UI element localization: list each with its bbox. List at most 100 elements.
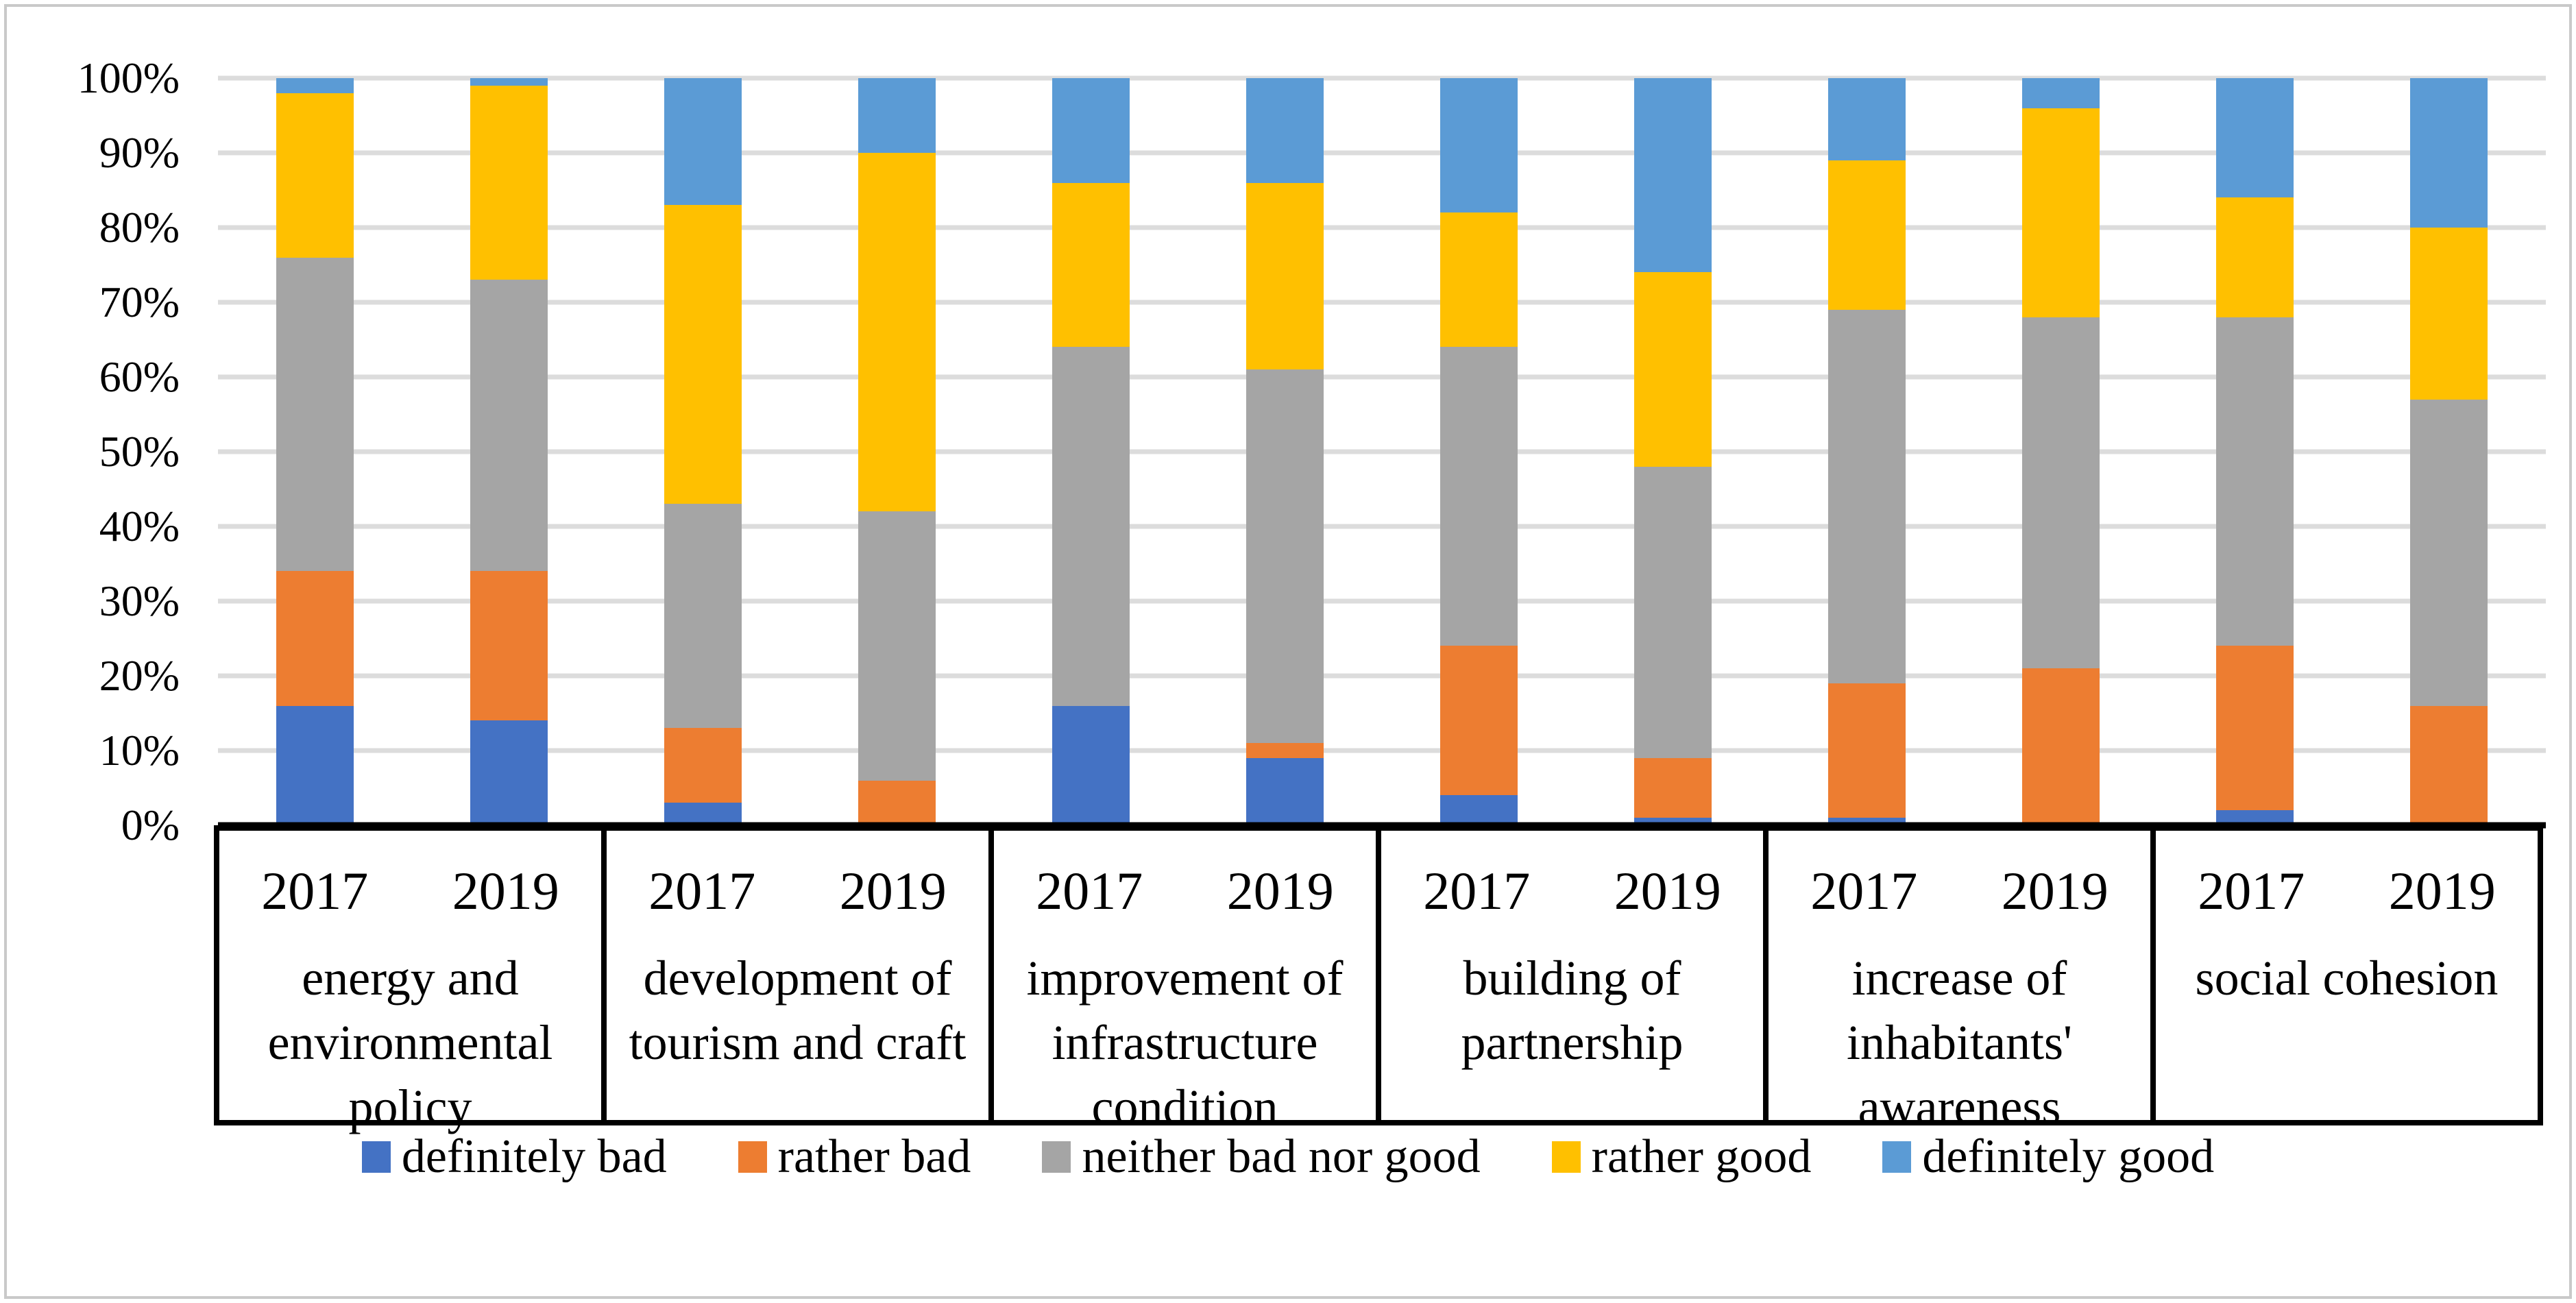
bar-group-social-cohesion: [2158, 78, 2546, 825]
gridline: [218, 75, 2546, 81]
bar-segment-rather-good: [1052, 182, 1130, 348]
legend-item-neither-bad-nor-good: neither bad nor good: [1042, 1130, 1481, 1183]
bar-2019-building-of-partnership: [1634, 78, 1712, 825]
bar-segment-definitely-good: [1828, 78, 1906, 160]
year-labels: 2017 2019: [2156, 864, 2538, 918]
category-label: energy and environmental policy: [267, 951, 553, 1134]
year-label: 2019: [1614, 861, 1721, 921]
gridline: [218, 673, 2546, 679]
year-labels: 2017 2019: [607, 864, 988, 918]
category-label: improvement of infrastructure condition: [1026, 951, 1344, 1134]
gridline: [218, 150, 2546, 156]
category-cell-energy-and-environmental-policy: 2017 2019 energy and environmental policy: [219, 831, 601, 1135]
legend-label: rather good: [1591, 1130, 1812, 1183]
year-label: 2019: [2001, 861, 2109, 921]
gridline: [218, 374, 2546, 380]
y-axis-tick-label: 10%: [99, 726, 180, 775]
bar-segment-definitely-good: [664, 78, 742, 206]
gridline: [218, 300, 2546, 305]
legend-item-rather-good: rather good: [1551, 1130, 1812, 1183]
bar-2017-increase-of-inhabitants-awareness: [1828, 78, 1906, 825]
year-label: 2019: [2388, 861, 2496, 921]
bar-segment-definitely-bad: [1246, 757, 1324, 825]
bar-segment-rather-bad: [2216, 646, 2294, 811]
category-label: development of tourism and craft: [629, 951, 967, 1070]
bar-segment-rather-good: [1634, 272, 1712, 467]
bar-segment-rather-bad: [470, 571, 548, 721]
year-label: 2019: [452, 861, 559, 921]
year-label: 2019: [1226, 861, 1334, 921]
y-axis: 0% 10% 20% 30% 40% 50% 60% 70% 80% 90% 100%: [0, 56, 180, 847]
bars-layer: [218, 78, 2546, 825]
bar-2017-building-of-partnership: [1440, 78, 1518, 825]
bar-segment-definitely-bad: [276, 705, 354, 825]
plot-area: [218, 75, 2546, 829]
bar-group-development-of-tourism-and-craft: [606, 78, 994, 825]
category-cell-building-of-partnership: 2017 2019 building of partnership: [1376, 831, 1763, 1120]
bar-segment-rather-good: [2410, 228, 2488, 400]
bar-segment-rather-good: [2216, 197, 2294, 317]
legend-swatch-icon: [1882, 1141, 1912, 1173]
category-cell-development-of-tourism-and-craft: 2017 2019 development of tourism and craft: [601, 831, 988, 1120]
bar-segment-neither-bad-nor-good: [1828, 309, 1906, 683]
bar-segment-rather-bad: [2410, 705, 2488, 825]
bar-segment-definitely-good: [2022, 78, 2100, 108]
year-labels: 2017 2019: [1769, 864, 2150, 918]
bar-segment-rather-bad: [2022, 668, 2100, 825]
bar-segment-definitely-good: [858, 78, 936, 154]
bar-segment-definitely-good: [1440, 78, 1518, 213]
bar-segment-rather-good: [1440, 212, 1518, 348]
bar-segment-definitely-bad: [1634, 818, 1712, 825]
bar-segment-rather-bad: [664, 728, 742, 803]
year-labels: 2017 2019: [994, 864, 1376, 918]
category-cell-increase-of-inhabitants-awareness: 2017 2019 increase of inhabitants' awarene…: [1763, 831, 2150, 1134]
y-axis-tick-label: 70%: [99, 278, 180, 326]
bar-group-building-of-partnership: [1382, 78, 1770, 825]
legend-swatch-icon: [738, 1141, 767, 1173]
bar-segment-rather-good: [276, 93, 354, 258]
year-label: 2019: [839, 861, 947, 921]
gridline: [218, 449, 2546, 454]
gridline: [218, 598, 2546, 604]
bar-segment-neither-bad-nor-good: [664, 504, 742, 729]
bar-segment-definitely-good: [2216, 78, 2294, 198]
legend-label: neither bad nor good: [1082, 1130, 1481, 1183]
bar-segment-neither-bad-nor-good: [1246, 369, 1324, 744]
bar-2017-improvement-of-infrastructure-condition: [1052, 78, 1130, 825]
y-axis-tick-label: 30%: [99, 576, 180, 625]
legend-label: definitely bad: [401, 1130, 667, 1183]
legend-item-definitely-good: definitely good: [1882, 1132, 2214, 1182]
bar-segment-neither-bad-nor-good: [1052, 347, 1130, 706]
legend-item-rather-bad: rather bad: [738, 1132, 971, 1182]
bar-segment-neither-bad-nor-good: [1634, 466, 1712, 758]
category-cell-social-cohesion: 2017 2019 social cohesion: [2150, 831, 2538, 1120]
gridline: [218, 225, 2546, 230]
bar-2019-improvement-of-infrastructure-condition: [1246, 78, 1324, 825]
category-cell-improvement-of-infrastructure-condition: 2017 2019 improvement of infrastructure co…: [988, 831, 1376, 1134]
bar-segment-definitely-good: [1634, 78, 1712, 273]
gridline: [218, 524, 2546, 529]
bar-segment-rather-bad: [1828, 683, 1906, 818]
bar-segment-neither-bad-nor-good: [2022, 317, 2100, 669]
bar-segment-rather-bad: [858, 780, 936, 825]
bar-segment-rather-good: [470, 85, 548, 280]
y-axis-tick-label: 50%: [99, 427, 180, 476]
y-axis-tick-label: 40%: [99, 502, 180, 550]
x-axis-line: [218, 822, 2546, 829]
bar-segment-definitely-good: [1246, 78, 1324, 183]
bar-segment-definitely-bad: [1052, 705, 1130, 825]
y-axis-tick-label: 90%: [99, 128, 180, 177]
y-axis-tick-label: 60%: [99, 352, 180, 401]
bar-segment-neither-bad-nor-good: [470, 280, 548, 572]
bar-segment-rather-bad: [1634, 757, 1712, 818]
bar-2017-development-of-tourism-and-craft: [664, 78, 742, 825]
bar-segment-definitely-good: [1052, 78, 1130, 183]
bar-segment-rather-bad: [1440, 646, 1518, 796]
bar-segment-definitely-bad: [470, 720, 548, 825]
year-labels: 2017 2019: [1381, 864, 1763, 918]
y-axis-tick-label: 100%: [77, 53, 180, 102]
bar-segment-rather-bad: [276, 571, 354, 706]
y-axis-tick-label: 20%: [99, 651, 180, 700]
year-labels: 2017 2019: [219, 864, 601, 918]
